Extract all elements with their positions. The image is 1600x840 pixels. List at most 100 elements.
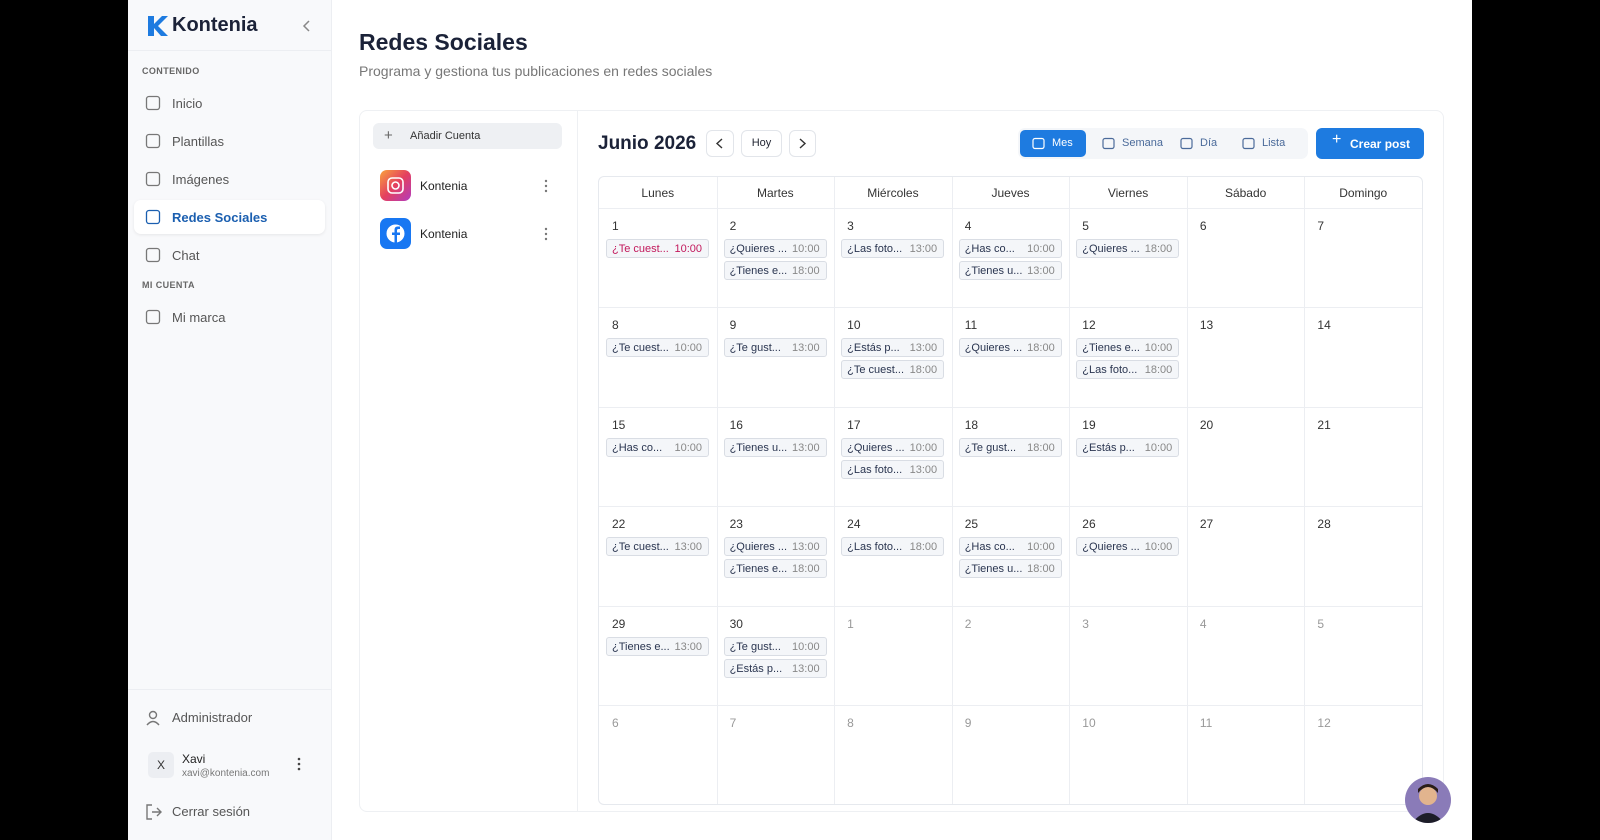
event-chip[interactable]: ¿Tienes e... 18:00 [723,559,827,579]
account-menu [543,227,549,241]
account-name[interactable]: Kontenia [420,179,468,193]
event-chip[interactable]: ¿Te gust... 18:00 [958,437,1062,457]
event-chip[interactable]: ¿Te cuest... 10:00 [606,338,709,358]
nav-item[interactable]: Inicio [172,96,203,111]
weekday-label: Miércoles [867,186,919,200]
admin-link[interactable]: Administrador [172,710,253,725]
nav-item[interactable]: Mi marca [172,310,226,325]
event-chip[interactable]: ¿Has co... 10:00 [958,239,1062,258]
event-title: ¿Estás p... [1082,441,1135,454]
prev-button[interactable] [706,130,734,157]
day-number: 17 [847,417,861,432]
add-account-label: Añadir Cuenta [410,130,481,142]
nav-icon [145,95,161,111]
nav-item[interactable]: Plantillas [172,134,225,149]
event-chip[interactable]: ¿Tienes e... 13:00 [606,636,709,656]
event-time: 10:00 [792,640,820,653]
view-label: Día [1200,137,1218,149]
view-label: Semana [1122,137,1163,149]
event-chip[interactable]: ¿Quieres ... 18:00 [1076,239,1180,258]
event-chip[interactable]: ¿Tienes e... 10:00 [1076,338,1180,358]
user-menu[interactable] [296,757,302,771]
event-chip[interactable]: ¿Quieres ... 18:00 [958,338,1062,358]
event-chip[interactable]: ¿Quieres ... 10:00 [723,239,827,258]
collapse-button[interactable] [302,20,312,32]
create-post-button[interactable] [1316,128,1424,159]
event-chip[interactable]: ¿Las foto... 13:00 [841,239,945,258]
today-button[interactable]: Hoy [741,130,782,157]
event-time: 10:00 [1027,243,1055,255]
add-account-button[interactable] [373,123,562,149]
event-time: 13:00 [909,463,938,476]
event-chip[interactable]: ¿Quieres ... 13:00 [723,537,827,557]
nav-item[interactable]: Redes Sociales [172,210,268,225]
event-chip[interactable]: ¿Las foto... 18:00 [841,537,945,557]
event-title: ¿Las foto... [847,541,903,554]
event-chip[interactable]: ¿Has co... 10:00 [958,537,1062,557]
event-title: ¿Tienes u... [964,265,1023,277]
event-chip[interactable]: ¿Te cuest... 10:00 [606,239,709,258]
event-time: 13:00 [674,640,702,653]
event-chip[interactable]: ¿Las foto... 18:00 [1076,360,1180,380]
event-chip[interactable]: ¿Estás p... 13:00 [723,658,827,678]
event-time: 13:00 [792,662,820,675]
event-time: 10:00 [674,441,702,454]
nav-item[interactable]: Chat [172,248,200,263]
day-number: 8 [847,716,854,730]
logout-link[interactable]: Cerrar sesión [172,804,251,819]
page-subtitle: Programa y gestiona tus publicaciones en… [359,63,713,79]
day-number: 16 [729,417,743,432]
view-tab[interactable]: Mes [1020,130,1086,157]
day-number: 12 [1082,318,1096,333]
calendar-grid: Lunes Martes Miércoles Jueves Viernes Sábado D… [598,176,1423,805]
row-line [599,605,1422,607]
view-tab[interactable]: Semana [1090,130,1166,157]
row-line [599,307,1422,309]
event-chip[interactable]: ¿Te cuest... 18:00 [841,360,945,380]
section-title: CONTENIDO [142,66,200,76]
nav-icon [145,209,161,225]
view-tab[interactable]: Día [1168,130,1226,157]
column-line [1069,177,1071,804]
event-chip[interactable]: ¿Tienes u... 13:00 [723,437,827,457]
event-title: ¿Quieres ... [964,342,1023,355]
account-name[interactable]: Kontenia [420,227,468,241]
day-number: 11 [964,318,978,333]
event-chip[interactable]: ¿Te gust... 10:00 [723,636,827,656]
event-chip[interactable]: ¿Te cuest... 13:00 [606,537,709,557]
event-time: 10:00 [909,441,938,454]
divider [128,689,331,690]
event-title: ¿Estás p... [729,662,783,675]
event-time: 13:00 [792,541,820,554]
create-icon: + [1332,131,1342,148]
event-chip[interactable]: ¿Te gust... 13:00 [723,338,827,358]
event-chip[interactable]: ¿Tienes u... 13:00 [958,261,1062,280]
nav-item[interactable]: Imágenes [172,172,230,187]
accounts [128,0,129,1]
event-chip[interactable]: ¿Quieres ... 10:00 [841,437,945,457]
event-chip[interactable]: ¿Has co... 10:00 [606,437,709,457]
event-time: 13:00 [792,441,820,454]
event-chip[interactable]: ¿Estás p... 10:00 [1076,437,1180,457]
view-tab[interactable]: Lista [1230,130,1298,157]
event-time: 18:00 [909,541,938,554]
day-number: 15 [612,417,626,432]
next-button[interactable] [789,130,816,157]
day-number: 25 [964,517,979,532]
day-number: 4 [964,219,972,233]
event-chip[interactable]: ¿Las foto... 13:00 [841,459,945,479]
event-chip[interactable]: ¿Estás p... 13:00 [841,338,945,358]
help-avatar[interactable] [1405,777,1451,823]
day-number: 8 [612,318,619,333]
day-number: 2 [964,616,972,631]
event-chip[interactable]: ¿Tienes e... 18:00 [723,261,827,280]
event-time: 10:00 [674,243,702,255]
sidebar: Kontenia CONTENIDO Inicio Plantillas Imágen… [128,0,332,840]
user-avatar: X [148,752,174,778]
brand-name[interactable]: Kontenia [172,14,258,36]
event-title: ¿Te gust... [729,342,781,355]
event-chip[interactable]: ¿Quieres ... 10:00 [1076,537,1180,557]
view-switcher: Mes Semana Día Lista [1018,128,1308,159]
view-label: Lista [1262,137,1286,149]
event-chip[interactable]: ¿Tienes u... 18:00 [958,559,1062,579]
